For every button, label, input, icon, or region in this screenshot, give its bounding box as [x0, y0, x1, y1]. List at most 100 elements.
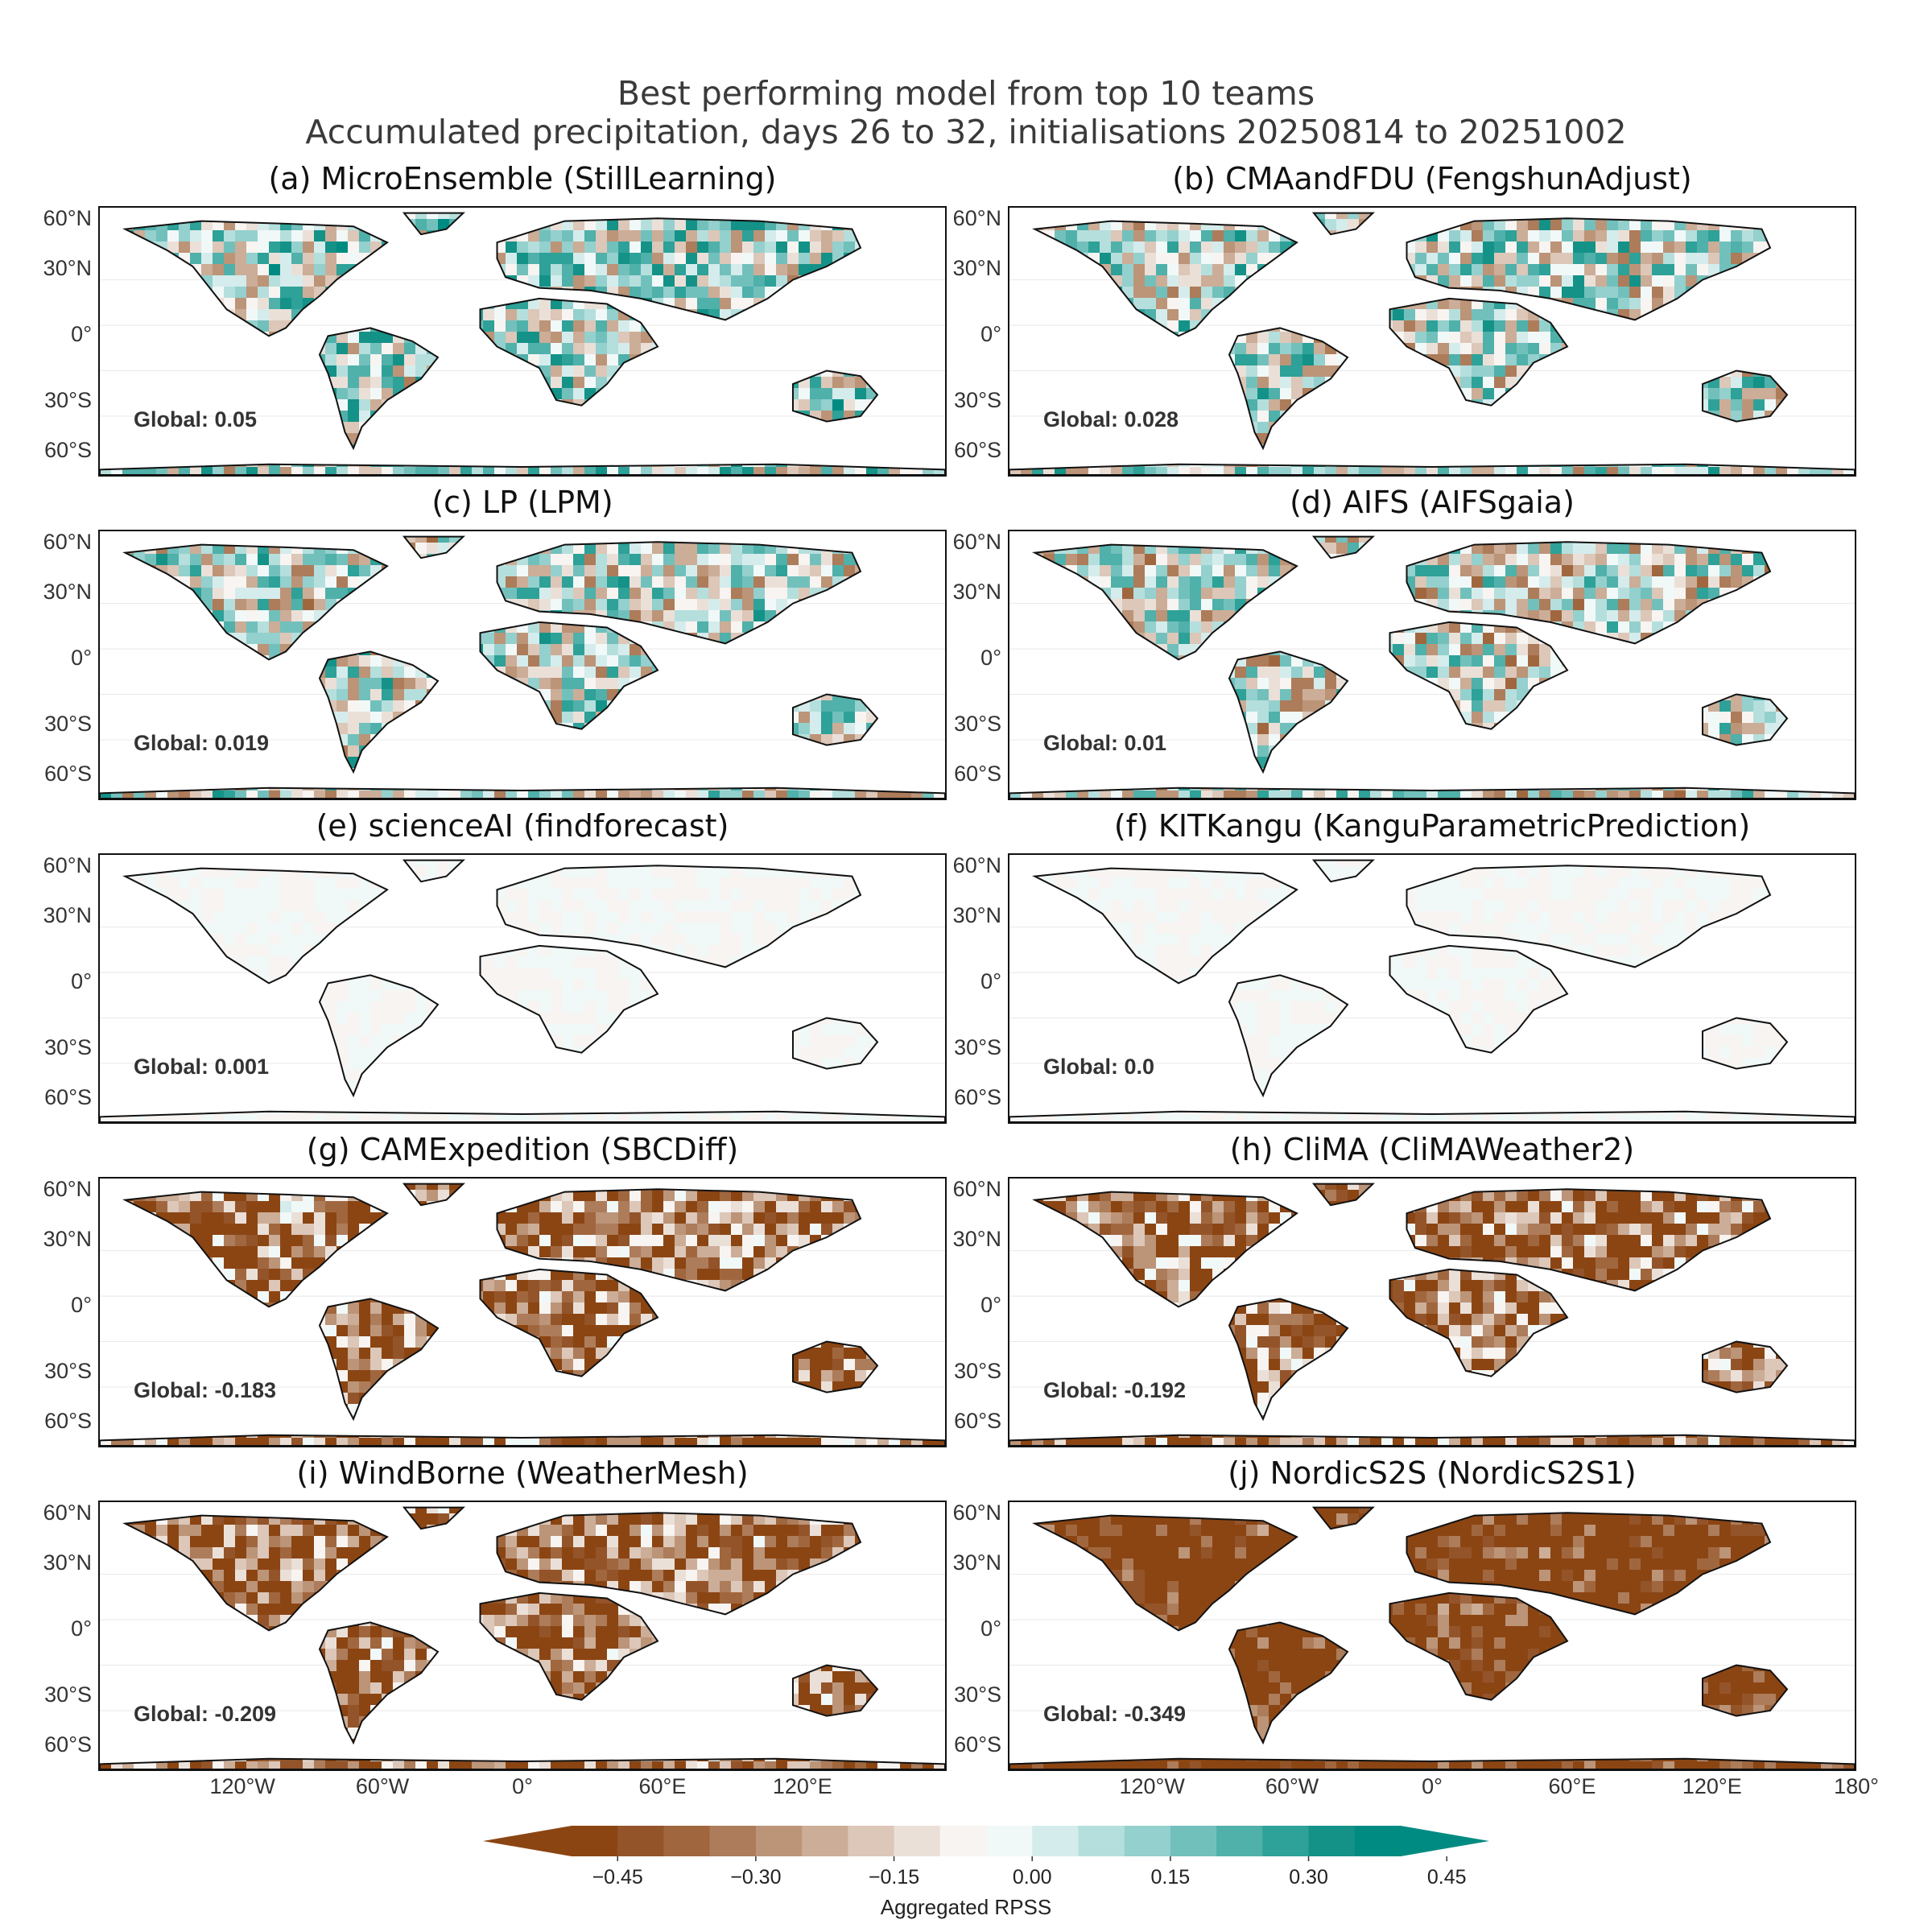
colorbar-segment — [1354, 1826, 1402, 1856]
coastline-eurasia — [1406, 865, 1772, 968]
colorbar-tick-label: −0.45 — [592, 1866, 643, 1889]
longitude-label: 120°W — [1119, 1774, 1185, 1798]
coastline-greenland — [1311, 859, 1375, 883]
latitude-label: 30°S — [44, 1682, 92, 1707]
map-panel: Global: -0.349 — [1008, 1501, 1856, 1771]
longitude-label: 120°W — [209, 1774, 275, 1798]
longitude-label: 120°E — [772, 1774, 832, 1798]
coastline-samerica — [318, 1298, 440, 1422]
colorbar-segment — [939, 1826, 987, 1856]
latitude-label: 0° — [71, 1616, 92, 1641]
latitude-label: 0° — [71, 969, 92, 993]
colorbar-extend-high — [1401, 1826, 1489, 1856]
colorbar-tick-label: 0.00 — [1012, 1866, 1052, 1889]
map-panel: Global: 0.05 — [98, 206, 947, 477]
longitude-label: 60°E — [638, 1774, 687, 1798]
coastline-samerica — [318, 650, 440, 774]
colorbar-segment — [755, 1826, 803, 1856]
latitude-label: 60°N — [952, 1177, 1001, 1201]
map-panel: Global: 0.0 — [1008, 853, 1856, 1124]
colorbar-tick-label: 0.45 — [1426, 1866, 1467, 1889]
colorbar-segment — [617, 1826, 664, 1856]
coastline-africa — [1389, 944, 1569, 1054]
latitude-label: 60°N — [952, 530, 1001, 554]
coastline-australia — [792, 1017, 879, 1070]
latitude-label: 30°S — [44, 712, 92, 736]
figure-title-line2: Accumulated precipitation, days 26 to 32… — [305, 113, 1627, 151]
coastline-eurasia — [496, 865, 862, 968]
global-score-label: Global: -0.183 — [134, 1378, 277, 1402]
map-panel: Global: 0.001 — [98, 853, 947, 1124]
global-score-label: Global: 0.01 — [1043, 731, 1167, 755]
coastline-africa — [479, 1591, 659, 1701]
latitude-label: 60°S — [954, 1732, 1001, 1757]
colorbar-segment — [1216, 1826, 1263, 1856]
colorbar-segment — [572, 1826, 618, 1856]
coastline-australia — [1702, 1664, 1789, 1717]
coastline-africa — [479, 621, 659, 730]
coastline-samerica — [318, 327, 440, 451]
coastline-antarctica — [1009, 1434, 1855, 1446]
coastline-africa — [1389, 621, 1569, 730]
coastline-samerica — [1228, 974, 1349, 1098]
coastline-australia — [1702, 693, 1789, 746]
longitude-label: 120°E — [1682, 1774, 1742, 1798]
map-panel: Global: 0.019 — [98, 530, 947, 800]
coastline-namerica — [1032, 1191, 1298, 1308]
colorbar-segment — [894, 1826, 941, 1856]
latitude-label: 60°N — [952, 853, 1001, 877]
latitude-label: 60°N — [43, 1177, 92, 1201]
global-score-label: Global: 0.019 — [134, 731, 270, 755]
panel-title: (c) LP (LPM) — [431, 485, 613, 520]
coastline-namerica — [1032, 867, 1298, 985]
panel-title: (e) scienceAI (findforecast) — [316, 808, 729, 844]
colorbar-segment — [663, 1826, 711, 1856]
longitude-label: 0° — [512, 1774, 533, 1798]
latitude-label: 30°S — [44, 388, 92, 412]
latitude-label: 0° — [980, 322, 1001, 346]
map-panel: Global: -0.209 — [98, 1501, 947, 1771]
global-score-label: Global: 0.05 — [134, 407, 258, 431]
latitude-label: 0° — [980, 646, 1001, 670]
coastline-australia — [1702, 1017, 1789, 1070]
coastline-australia — [792, 1664, 879, 1717]
coastline-samerica — [1228, 1621, 1349, 1745]
coastline-antarctica — [100, 1434, 945, 1446]
panel-title: (f) KITKangu (KanguParametricPrediction) — [1113, 808, 1751, 844]
coastline-eurasia — [496, 217, 862, 321]
colorbar-label: Aggregated RPSS — [880, 1895, 1052, 1919]
coastline-antarctica — [100, 1757, 945, 1769]
colorbar-tick-label: −0.30 — [730, 1866, 782, 1889]
panel-title: (g) CAMExpedition (SBCDiff) — [306, 1132, 739, 1167]
coastline-samerica — [318, 974, 440, 1098]
latitude-label: 30°N — [952, 903, 1001, 927]
world-map — [1009, 212, 1855, 475]
global-score-label: Global: -0.192 — [1043, 1378, 1187, 1402]
world-map — [1009, 1506, 1855, 1769]
longitude-label: 60°W — [355, 1774, 410, 1798]
latitude-label: 60°N — [43, 1501, 92, 1525]
latitude-label: 60°N — [43, 853, 92, 877]
latitude-label: 60°S — [954, 438, 1001, 462]
colorbar-tick-label: −0.15 — [868, 1866, 920, 1889]
latitude-label: 30°N — [952, 1227, 1001, 1251]
world-map — [100, 1506, 945, 1769]
latitude-label: 30°S — [44, 1035, 92, 1059]
panel-title: (d) AIFS (AIFSgaia) — [1290, 485, 1575, 520]
global-score-label: Global: -0.209 — [134, 1702, 277, 1726]
coastline-eurasia — [1406, 1188, 1772, 1292]
latitude-label: 30°N — [952, 1550, 1001, 1575]
global-score-label: Global: 0.0 — [1043, 1055, 1155, 1079]
latitude-label: 30°S — [954, 712, 1001, 736]
coastline-samerica — [318, 1621, 440, 1745]
latitude-label: 60°N — [43, 530, 92, 554]
panel-title: (h) CliMA (CliMAWeather2) — [1229, 1132, 1635, 1167]
world-map — [100, 212, 945, 475]
latitude-label: 60°S — [44, 1732, 92, 1757]
latitude-label: 30°N — [952, 580, 1001, 604]
latitude-label: 30°S — [44, 1359, 92, 1383]
world-map — [1009, 535, 1855, 799]
coastline-australia — [792, 369, 879, 423]
coastline-antarctica — [1009, 1757, 1855, 1769]
coastline-namerica — [122, 220, 389, 337]
